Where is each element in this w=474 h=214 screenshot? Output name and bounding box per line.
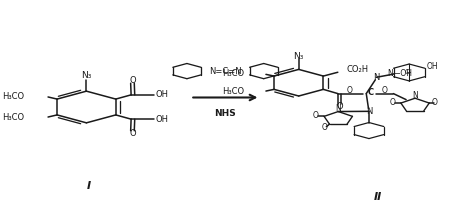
Text: H₃CO: H₃CO [2,92,24,101]
Text: O: O [347,86,353,95]
Text: OH: OH [427,62,438,71]
Text: H₃CO: H₃CO [223,70,245,79]
Text: N: N [412,91,418,100]
Text: N—OH: N—OH [388,69,413,78]
Text: O: O [129,76,136,85]
Text: H₃CO: H₃CO [2,113,24,122]
Text: O: O [382,86,387,95]
Text: H₃CO: H₃CO [223,86,245,96]
Text: NHS: NHS [214,109,236,118]
Text: O: O [313,111,319,120]
Text: O: O [390,98,396,107]
Text: CO₂H: CO₂H [346,65,368,74]
Text: II: II [374,192,382,202]
Text: N: N [373,73,379,82]
Text: O: O [337,102,343,111]
Text: O: O [432,98,438,107]
Text: I: I [87,181,91,191]
Text: N=C=N: N=C=N [209,67,242,76]
Text: O: O [129,129,136,138]
Text: N: N [336,104,341,113]
Text: N₃: N₃ [81,71,91,80]
Text: N: N [366,107,372,116]
Text: N₃: N₃ [293,52,304,61]
Text: O: O [322,123,328,132]
Text: OH: OH [155,90,168,99]
Text: O: O [404,69,410,75]
Text: C: C [368,88,374,97]
Text: OH: OH [155,115,168,124]
